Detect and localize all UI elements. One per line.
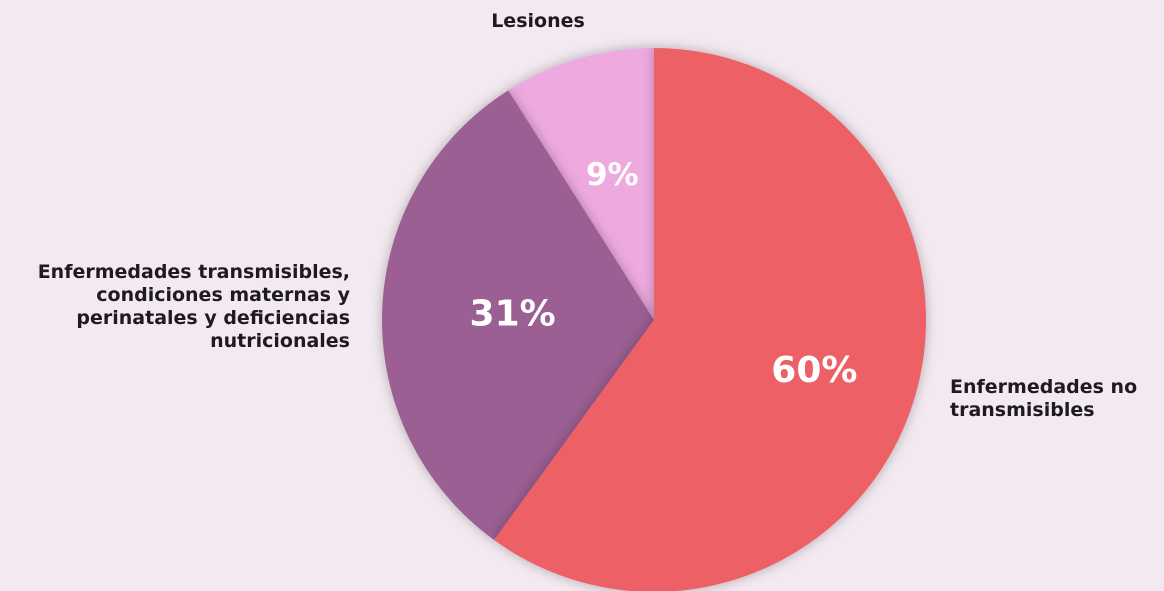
slice-label-line: perinatales y deficiencias [76, 307, 350, 329]
pie-value-label-2: 31% [470, 294, 556, 335]
slice-label-line: nutricionales [210, 330, 350, 352]
slice-label-line: transmisibles [950, 399, 1095, 421]
slice-label-enfermedades-transmisibles: Enfermedades transmisibles, condiciones … [0, 261, 350, 353]
slice-label-line: condiciones maternas y [96, 284, 350, 306]
slice-label-line: Lesiones [491, 10, 585, 32]
pie-value-label-1: 60% [771, 350, 857, 391]
slice-label-line: Enfermedades transmisibles, [37, 261, 350, 283]
pie-slice-3 [508, 48, 654, 320]
slice-label-line: Enfermedades no [950, 376, 1138, 398]
pie-value-labels: 60% 31% 9% [470, 157, 858, 391]
pie-value-label-3: 9% [586, 157, 639, 193]
pie-slice-1 [494, 48, 926, 591]
slice-label-lesiones: Lesiones [478, 10, 598, 33]
pie-slices [381, 48, 926, 591]
slice-label-enfermedades-no-transmisibles: Enfermedades no transmisibles [950, 376, 1160, 422]
pie-slice-2 [381, 90, 654, 541]
